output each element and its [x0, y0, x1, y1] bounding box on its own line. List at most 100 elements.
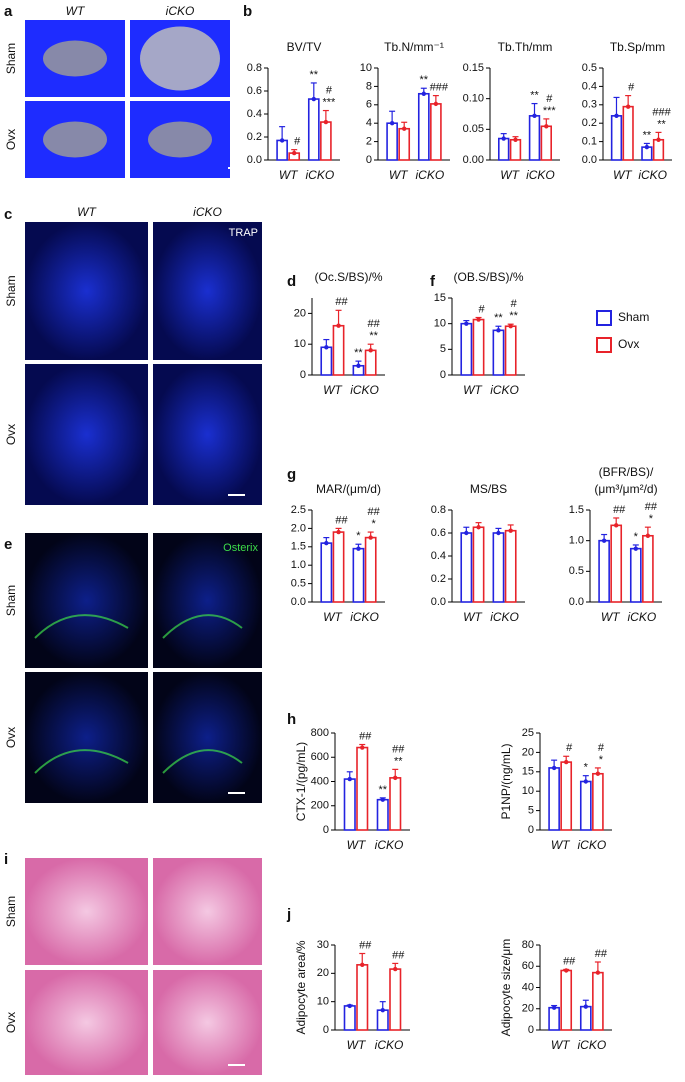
y-tick-label: 10 — [360, 62, 372, 74]
y-tick-label: 200 — [311, 800, 329, 812]
y-tick-label: 4 — [366, 117, 372, 129]
osterix-signal — [162, 749, 243, 774]
y-axis-label: Adipocyte area/% — [294, 940, 308, 1034]
chart-title: Tb.Sp/mm — [610, 40, 665, 54]
y-tick-label: 25 — [522, 727, 534, 739]
bar-dot — [324, 540, 329, 546]
bar — [343, 1005, 356, 1031]
y-tick-label: 30 — [317, 939, 329, 951]
x-tick-label: WT — [323, 383, 343, 397]
bar-dot — [544, 124, 549, 129]
x-tick-label: iCKO — [526, 168, 555, 182]
bar-dot — [633, 546, 638, 551]
y-tick-label: 0.1 — [582, 136, 597, 148]
y-tick-label: 10 — [317, 996, 329, 1008]
significance: ## — [392, 949, 405, 961]
bar — [343, 778, 356, 831]
bar — [398, 127, 411, 161]
bar-dot — [496, 530, 501, 536]
bar — [364, 349, 377, 376]
y-tick-label: 0.0 — [247, 154, 262, 166]
bar — [629, 547, 642, 603]
y-tick-label: 20 — [522, 746, 534, 758]
significance: ## — [613, 504, 626, 516]
bar-dot — [402, 126, 407, 131]
bar-dot — [368, 348, 373, 353]
y-tick-label: 20 — [522, 1003, 534, 1015]
micrograph — [25, 970, 148, 1075]
legend-label: Ovx — [618, 337, 639, 351]
panel-letter: b — [243, 3, 252, 20]
bar — [610, 115, 623, 161]
bar-dot — [583, 779, 588, 784]
bar — [352, 547, 365, 603]
y-tick-label: 10 — [434, 318, 446, 330]
significance: ** — [369, 330, 378, 342]
legend-swatch — [596, 310, 612, 326]
bar — [560, 761, 573, 831]
bar — [540, 125, 553, 161]
y-tick-label: 10 — [522, 785, 534, 797]
x-tick-label: WT — [463, 383, 483, 397]
y-tick-label: 0.2 — [247, 131, 262, 143]
panel-letter: g — [287, 466, 296, 483]
y-tick-label: 0.6 — [247, 85, 262, 97]
significance: *** — [322, 96, 336, 108]
y-tick-label: 0.5 — [569, 565, 584, 577]
y-tick-label: 0.8 — [247, 62, 262, 74]
panel-letter: a — [4, 3, 13, 20]
y-axis-label: Adipocyte size/μm — [499, 939, 513, 1037]
bar — [460, 322, 473, 376]
bar-dot — [601, 538, 607, 543]
significance: ## — [359, 730, 372, 742]
bone-render — [140, 26, 220, 91]
chart-title: BV/TV — [287, 40, 322, 54]
x-tick-label: iCKO — [375, 1038, 404, 1052]
significance: ** — [420, 74, 429, 86]
bar — [497, 137, 510, 161]
bone-render — [43, 40, 107, 77]
bar-dot — [389, 121, 395, 126]
significance: * — [634, 531, 639, 543]
significance: ## — [335, 514, 348, 526]
bar — [610, 524, 623, 603]
significance: # — [628, 82, 635, 94]
x-tick-label: WT — [551, 1038, 571, 1052]
bar — [642, 534, 654, 603]
x-tick-label: iCKO — [375, 838, 404, 852]
chart-title: (OB.S/BS)/% — [453, 270, 523, 284]
column-label: WT — [77, 205, 97, 219]
y-tick-label: 60 — [522, 960, 534, 972]
micrograph — [153, 364, 262, 505]
row-label: Ovx — [4, 129, 18, 150]
significance: # — [598, 742, 605, 754]
bar-dot — [380, 1007, 385, 1013]
y-tick-label: 0.0 — [582, 154, 597, 166]
bar-dot — [656, 137, 661, 142]
y-tick-label: 0.0 — [291, 596, 306, 608]
bar — [472, 318, 485, 376]
bar — [560, 969, 573, 1031]
x-tick-label: iCKO — [578, 1038, 607, 1052]
panel-letter: f — [430, 273, 436, 290]
significance: ## — [359, 939, 372, 951]
bar-dot — [564, 968, 569, 973]
bar — [528, 115, 541, 161]
row-label: Ovx — [4, 1012, 18, 1033]
bar-dot — [551, 1005, 557, 1010]
y-tick-label: 0 — [300, 369, 306, 381]
chart-title: (μm³/μm²/d) — [594, 482, 657, 496]
bone-render — [43, 121, 107, 158]
panel-letter: h — [287, 711, 296, 728]
y-tick-label: 1.5 — [569, 504, 584, 516]
significance: ** — [354, 347, 363, 359]
bar-dot — [614, 523, 619, 528]
y-tick-label: 0.6 — [431, 527, 446, 539]
significance: ** — [394, 755, 403, 767]
bar — [492, 532, 505, 603]
y-tick-label: 0.3 — [582, 99, 597, 111]
significance: ### — [430, 82, 449, 94]
bar-dot — [380, 797, 385, 802]
x-tick-label: iCKO — [350, 610, 379, 624]
bar-dot — [595, 970, 601, 975]
